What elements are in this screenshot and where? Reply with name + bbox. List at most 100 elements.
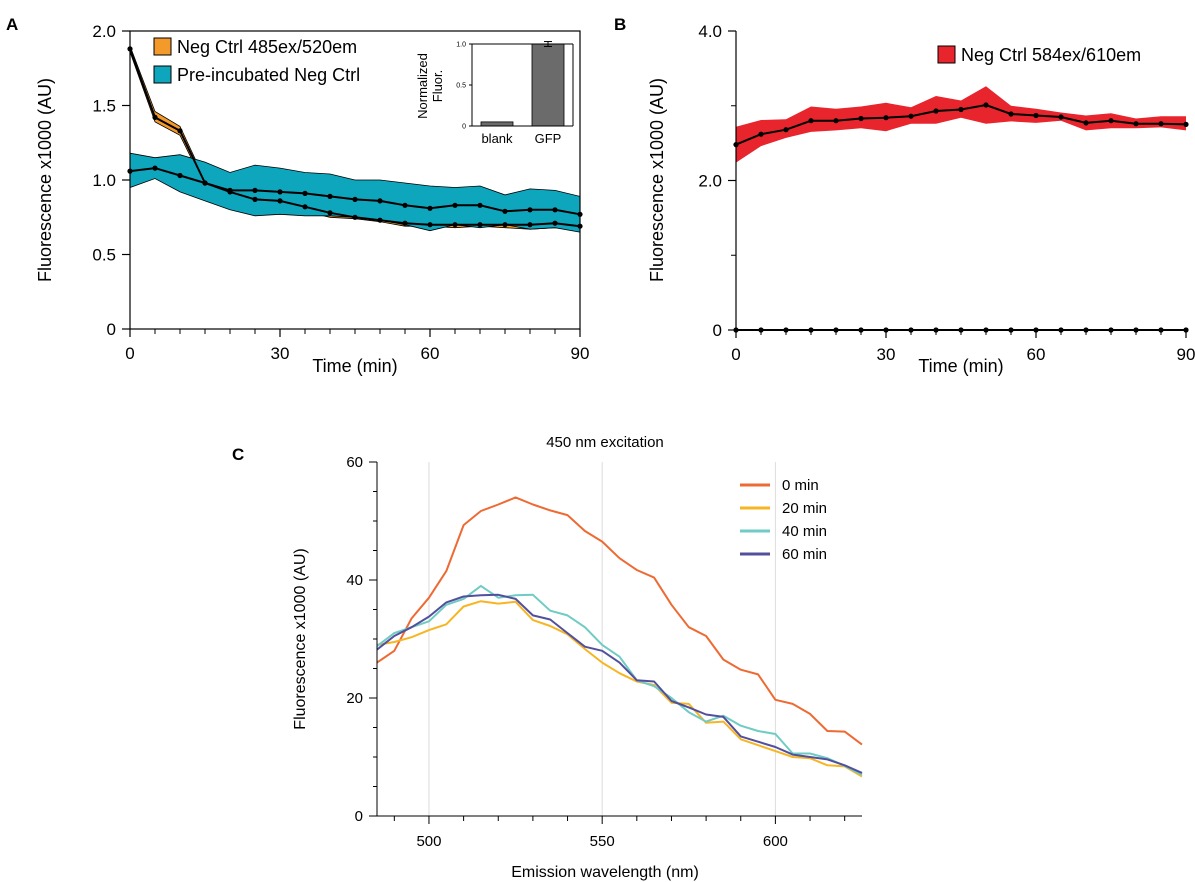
panel-b-series-0-point — [1183, 121, 1189, 127]
legend-swatch-red — [937, 45, 956, 64]
panel-a-series-1-point — [352, 196, 358, 202]
panel-c-ytick-label: 0 — [355, 808, 363, 825]
panel-c-series-2-line — [376, 584, 863, 776]
legend-swatch-teal — [153, 65, 172, 84]
panel-a-letter: A — [6, 15, 18, 34]
panel-b-series-0-point — [1033, 112, 1039, 119]
legend-label-neg-ctrl-584: Neg Ctrl 584ex/610em — [961, 45, 1141, 65]
panel-b-lines — [733, 102, 1189, 333]
panel-b-series-0-point — [758, 131, 764, 137]
panel-a-series-0-point — [502, 222, 508, 228]
panel-b-band-0 — [736, 86, 1186, 163]
panel-a-legend: Neg Ctrl 485ex/520em Pre-incubated Neg C… — [153, 37, 360, 85]
panel-c-letter: C — [232, 445, 244, 464]
panel-a-series-1-point — [252, 187, 258, 193]
inset-category-gfp: GFP — [535, 131, 562, 146]
panel-a-inset: 0 0.5 1.0 Normalized Fluor. blank GFP — [415, 37, 576, 146]
panel-b-series-0-point — [1083, 120, 1089, 126]
panel-c-ytick-label: 40 — [346, 572, 363, 589]
panel-a-series-1-point — [377, 198, 383, 204]
panel-a-ytick-label: 1.0 — [92, 171, 116, 190]
inset-ticks: 0 0.5 1.0 — [456, 42, 472, 131]
panel-a-series-0-point — [252, 196, 258, 202]
panel-a-series-1-point — [527, 207, 533, 213]
panel-b-series-0-point — [1158, 121, 1164, 127]
panel-c-axes: 0 20 40 60 500 550 600 — [346, 454, 862, 850]
panel-c-series-0-line — [376, 496, 863, 746]
panel-c-ylabel: Fluorescence x1000 (AU) — [292, 548, 309, 729]
panel-a-series-0-point — [277, 198, 283, 204]
panel-b-series-0-point — [933, 108, 939, 114]
panel-b-series-0-point — [908, 113, 914, 119]
panel-b-legend: Neg Ctrl 584ex/610em — [937, 45, 1141, 65]
panel-a-series-0-point — [352, 214, 358, 220]
panel-a-series-0-point — [427, 222, 433, 228]
panel-b-xtick-label: 0 — [731, 345, 740, 364]
panel-b-ytick-label: 2.0 — [698, 172, 722, 191]
panel-a-series-1-point — [152, 165, 158, 171]
panel-b-series-0-point — [858, 115, 864, 122]
panel-a-frame — [129, 30, 581, 330]
inset-ytick-label: 0.5 — [456, 83, 466, 90]
inset-ylabel-line2: Fluor. — [430, 70, 445, 103]
inset-ylabel-line1: Normalized — [415, 53, 430, 119]
panel-b-xlabel: Time (min) — [918, 356, 1003, 376]
panel-a-series-1-point — [402, 202, 408, 208]
panel-b: B 0 2.0 4.0 0 30 60 90 Time (min) Fluorescence… — [614, 15, 1195, 376]
legend-label-20min: 20 min — [782, 500, 827, 517]
panel-a-series-0-point — [302, 204, 308, 210]
inset-bars — [480, 41, 565, 127]
panel-b-series-0-point — [958, 106, 964, 113]
panel-a-series-1-point — [452, 202, 458, 208]
panel-b-xtick-label: 30 — [877, 345, 896, 364]
panel-b-letter: B — [614, 15, 626, 34]
legend-swatch-orange — [153, 37, 172, 56]
panel-b-ytick-label: 0 — [713, 321, 722, 340]
panel-a-series-0-point — [477, 222, 483, 228]
panel-a-series-0-point — [327, 210, 333, 216]
panel-a-series-1-point — [302, 190, 308, 196]
panel-a-xtick-label: 0 — [125, 344, 134, 363]
panel-a-series-1-point — [552, 207, 558, 213]
panel-a-series-0-point — [527, 222, 533, 228]
panel-a-ylabel: Fluorescence x1000 (AU) — [35, 78, 55, 282]
panel-a: A 0 0.5 1.0 1.5 2.0 0 30 60 90 Time (min) Fluore… — [6, 15, 589, 376]
panel-c-ytick-label: 20 — [346, 690, 363, 707]
panel-a-xtick-label: 30 — [271, 344, 290, 363]
panel-a-series-0-point — [452, 222, 458, 228]
panel-b-ylabel: Fluorescence x1000 (AU) — [647, 78, 667, 282]
panel-a-axes: 0 0.5 1.0 1.5 2.0 0 30 60 90 — [92, 22, 589, 363]
panel-b-series-0-point — [808, 118, 814, 124]
panel-a-series-1-point — [202, 180, 208, 186]
legend-label-40min: 40 min — [782, 523, 827, 540]
panel-a-series-1-point — [502, 208, 508, 214]
panel-a-xtick-label: 90 — [571, 344, 590, 363]
panel-b-series-0-point — [1108, 118, 1114, 124]
panel-a-xtick-label: 60 — [421, 344, 440, 363]
panel-c-series-1-line — [376, 600, 863, 778]
panel-a-series-1-point — [177, 172, 183, 179]
panel-a-series-1-point — [227, 187, 233, 193]
panel-c-xlabel: Emission wavelength (nm) — [511, 864, 699, 881]
legend-label-neg-ctrl-485: Neg Ctrl 485ex/520em — [177, 37, 357, 57]
panel-a-lines — [127, 46, 583, 229]
panel-c-ytick-label: 60 — [346, 454, 363, 471]
panel-b-series-0-point — [833, 118, 839, 124]
panel-b-xtick-label: 90 — [1177, 345, 1195, 364]
panel-c-title: 450 nm excitation — [546, 434, 664, 451]
panel-a-series-1-point — [327, 193, 333, 199]
panel-c-legend: 0 min 20 min 40 min 60 min — [740, 477, 827, 563]
panel-a-series-1-point — [477, 202, 483, 208]
panel-c-series-3-line — [376, 593, 863, 774]
panel-c-xtick-label: 600 — [763, 833, 788, 850]
legend-label-60min: 60 min — [782, 546, 827, 563]
legend-label-pre-incubated: Pre-incubated Neg Ctrl — [177, 65, 360, 85]
panel-b-axes: 0 2.0 4.0 0 30 60 90 — [698, 22, 1195, 364]
panel-a-ytick-label: 2.0 — [92, 22, 116, 41]
panel-a-ytick-label: 0 — [107, 320, 116, 339]
panel-c-lines — [376, 496, 863, 778]
panel-b-series-0-point — [983, 102, 989, 108]
panel-b-series-0-point — [1058, 114, 1064, 120]
panel-a-series-0-point — [377, 217, 383, 223]
